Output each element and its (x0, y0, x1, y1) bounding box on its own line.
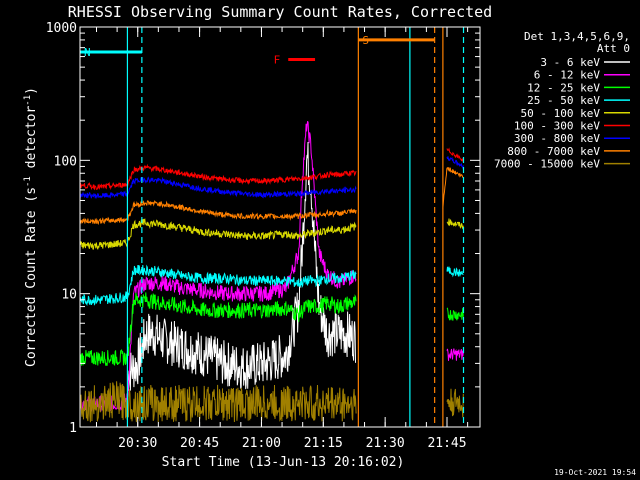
flag-label-s: S (362, 34, 369, 47)
x-tick-label: 21:15 (304, 436, 343, 451)
legend-label: 7000 - 15000 keV (494, 158, 600, 171)
y-tick-label: 1 (69, 421, 77, 436)
series-tail-100-300-kev (446, 147, 464, 163)
x-tick-label: 20:45 (180, 436, 219, 451)
series-tail-12-25-kev (446, 307, 464, 321)
y-tick-label: 1000 (46, 21, 77, 36)
series-tail-800-7000-kev (442, 167, 464, 209)
series-line-100-300-kev (79, 163, 357, 191)
legend-label: 100 - 300 keV (514, 120, 600, 133)
legend-header-line2: Att 0 (597, 42, 630, 55)
series-tail-50-100-kev (446, 218, 464, 230)
legend-label: 6 - 12 keV (534, 69, 601, 82)
series-line-7000-15000-kev (79, 381, 357, 423)
flag-annotations: N S F (80, 27, 465, 427)
y-tick-label: 100 (54, 154, 77, 169)
x-tick-label: 20:30 (118, 436, 157, 451)
chart-title: RHESSI Observing Summary Count Rates, Co… (68, 3, 492, 21)
footer-timestamp: 19-Oct-2021 19:54 (554, 468, 636, 477)
series-tail-25-50-kev (446, 266, 464, 278)
series-tail-300-800-kev (446, 156, 464, 170)
plot-area (79, 121, 464, 423)
x-axis-label: Start Time (13-Jun-13 20:16:02) (162, 455, 405, 470)
y-axis-label-sup1: -1 (23, 176, 33, 187)
series-line-12-25-kev (79, 292, 357, 366)
axes: 1 10 100 1000 20:30 20:45 21:00 21:15 21:30 21:45 (46, 21, 481, 451)
series-line-300-800-kev (79, 176, 357, 200)
y-axis-label-sup2: -1 (23, 95, 33, 106)
series-line-50-100-kev (79, 218, 357, 250)
series-line-3-6-kev (126, 141, 357, 391)
legend-label: 300 - 800 keV (514, 132, 600, 145)
flag-label-n: N (84, 46, 91, 59)
legend-label: 50 - 100 keV (521, 107, 601, 120)
y-axis-label-main: Corrected Count Rate (s (24, 187, 39, 367)
legend-label: 800 - 7000 keV (507, 145, 600, 158)
y-axis-label-mid: detector (24, 106, 39, 177)
legend-header-line1: Det 1,3,4,5,6,9, (524, 30, 630, 43)
legend-label: 25 - 50 keV (527, 94, 600, 107)
plot-frame (79, 26, 481, 428)
flag-label-f: F (274, 54, 281, 67)
x-tick-label: 21:45 (427, 436, 466, 451)
series-line-6-12-kev (79, 121, 357, 413)
y-axis-label: Corrected Count Rate (s-1 detector-1) (23, 87, 39, 367)
legend-label: 12 - 25 keV (527, 81, 600, 94)
series-tail-6-12-kev (446, 348, 464, 361)
series-line-25-50-kev (79, 264, 357, 306)
x-tick-label: 21:30 (366, 436, 405, 451)
y-axis-label-end: ) (24, 87, 39, 95)
legend-label: 3 - 6 keV (540, 56, 600, 69)
series-tail-7000-15000-kev (446, 388, 464, 418)
x-tick-label: 21:00 (242, 436, 281, 451)
y-tick-label: 10 (61, 288, 77, 303)
series-line-800-7000-kev (79, 199, 357, 225)
